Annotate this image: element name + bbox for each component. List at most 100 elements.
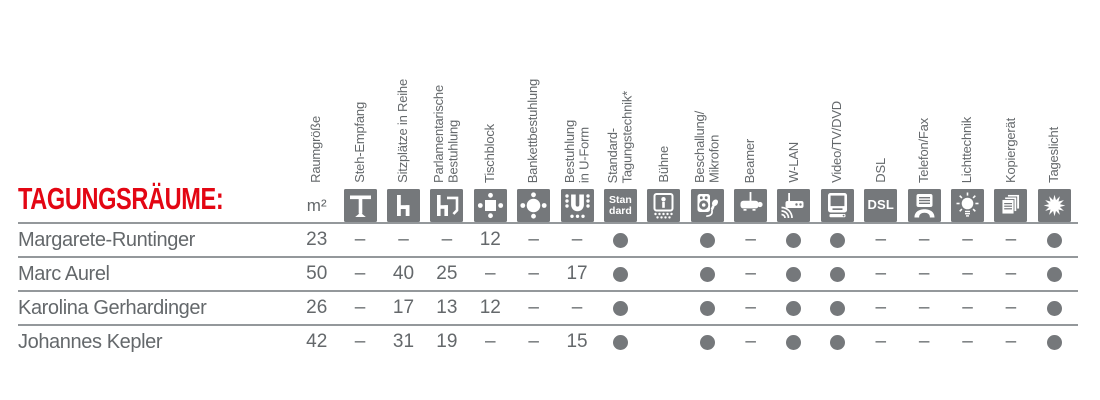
projector-icon bbox=[734, 189, 768, 222]
cell-beschallung bbox=[686, 300, 729, 316]
cell-beamer: – bbox=[745, 297, 756, 318]
cell-u_form: – bbox=[571, 297, 583, 318]
cell-tageslicht bbox=[1033, 232, 1076, 248]
cell-tageslicht bbox=[1033, 334, 1076, 350]
cell-beamer: – bbox=[745, 229, 756, 250]
stage-icon bbox=[647, 189, 681, 222]
round-table-icon bbox=[517, 189, 551, 222]
available-dot-icon bbox=[786, 232, 802, 248]
cell-lichttechnik: – bbox=[962, 297, 973, 318]
cell-wlan bbox=[772, 334, 815, 350]
column-header-tischblock: Tischblock bbox=[469, 124, 512, 222]
cell-u_form: 17 bbox=[566, 263, 588, 284]
column-headers: Raumgröße m² Steh-Empfang Sitzplätze in Rei… bbox=[295, 79, 1076, 222]
room-name: Margarete-Runtinger bbox=[18, 228, 195, 251]
available-dot-icon bbox=[612, 232, 628, 248]
available-dot-icon bbox=[829, 334, 845, 350]
column-label: Standard- Tagungstechnik* bbox=[604, 90, 635, 183]
column-header-telefon_fax: Telefon/Fax bbox=[902, 118, 945, 222]
cell-raumgroesse: 50 bbox=[306, 263, 328, 284]
cell-kopiergeraet: – bbox=[1005, 297, 1017, 318]
column-header-lichttechnik: Lichttechnik bbox=[946, 117, 989, 222]
available-dot-icon bbox=[699, 300, 715, 316]
chair-row-icon bbox=[386, 189, 420, 222]
cell-wlan bbox=[772, 232, 815, 248]
cell-sitzplaetze: – bbox=[398, 229, 409, 250]
cell-video bbox=[816, 300, 859, 316]
available-dot-icon bbox=[829, 232, 845, 248]
column-label: Steh-Empfang bbox=[351, 102, 367, 183]
column-header-video: Video/TV/DVD bbox=[816, 101, 859, 222]
table-rows: Margarete-Runtinger 23 – – – 12 – – – – – – – Marc Au… bbox=[18, 222, 1078, 358]
title-cell: TAGUNGSRÄUME: bbox=[18, 16, 295, 222]
column-header-bankett: Bankettbestuhlung bbox=[512, 79, 555, 222]
cell-tischblock: 12 bbox=[479, 229, 501, 250]
column-header-raumgroesse: Raumgröße m² bbox=[295, 116, 338, 222]
cell-tischblock: – bbox=[484, 263, 496, 284]
cell-u_form: – bbox=[571, 229, 583, 250]
available-dot-icon bbox=[1046, 266, 1062, 282]
cell-telefon_fax: – bbox=[918, 229, 930, 250]
cell-parlamentarisch: – bbox=[441, 229, 453, 250]
cell-video bbox=[816, 266, 859, 282]
cell-bankett: – bbox=[528, 263, 539, 284]
cell-tischblock: 12 bbox=[479, 297, 501, 318]
cell-raumgroesse: 26 bbox=[306, 297, 328, 318]
cell-steh_empfang: – bbox=[354, 229, 366, 250]
speaker-microphone-icon bbox=[690, 189, 724, 222]
column-label: Video/TV/DVD bbox=[829, 101, 845, 183]
cell-wlan bbox=[772, 300, 815, 316]
cell-steh_empfang: – bbox=[354, 331, 366, 352]
cell-telefon_fax: – bbox=[918, 331, 930, 352]
column-header-tageslicht: Tageslicht bbox=[1033, 127, 1076, 222]
cell-raumgroesse: 23 bbox=[306, 229, 328, 250]
chair-with-desk-icon bbox=[430, 189, 464, 222]
available-dot-icon bbox=[1046, 300, 1062, 316]
table-row: Marc Aurel 50 – 40 25 – – 17 – – – – – bbox=[18, 256, 1078, 290]
cell-standard_technik bbox=[599, 232, 642, 248]
standard-badge-icon: Stan dard bbox=[603, 189, 637, 222]
light-bulb-icon bbox=[951, 189, 985, 222]
cell-dsl: – bbox=[875, 331, 887, 352]
cell-telefon_fax: – bbox=[918, 297, 930, 318]
copier-icon bbox=[994, 189, 1028, 222]
cell-beschallung bbox=[686, 266, 729, 282]
header-row: TAGUNGSRÄUME: Raumgröße m² Steh-Empfang Sit… bbox=[18, 16, 1078, 222]
cell-beamer: – bbox=[745, 331, 756, 352]
page-title: TAGUNGSRÄUME: bbox=[18, 181, 224, 216]
room-name: Marc Aurel bbox=[18, 262, 110, 285]
cell-telefon_fax: – bbox=[918, 263, 930, 284]
cell-video bbox=[816, 232, 859, 248]
cell-lichttechnik: – bbox=[962, 229, 973, 250]
cell-parlamentarisch: 13 bbox=[436, 297, 458, 318]
available-dot-icon bbox=[612, 266, 628, 282]
column-header-u_form: Bestuhlung in U-Form bbox=[555, 120, 598, 222]
cell-sitzplaetze: 17 bbox=[392, 297, 415, 318]
column-label: Telefon/Fax bbox=[915, 117, 931, 183]
column-header-kopiergeraet: Kopiergerät bbox=[989, 118, 1032, 222]
column-header-beschallung: Beschallung/ Mikrofon bbox=[686, 111, 729, 222]
column-label: Beamer bbox=[742, 138, 758, 183]
column-label: DSL bbox=[872, 158, 888, 183]
cell-bankett: – bbox=[528, 331, 539, 352]
cell-standard_technik bbox=[599, 266, 642, 282]
column-header-parlamentarisch: Parlamentarische Bestuhlung bbox=[425, 85, 468, 222]
cell-tischblock: – bbox=[484, 331, 496, 352]
available-dot-icon bbox=[699, 232, 715, 248]
table-row: Johannes Kepler 42 – 31 19 – – 15 – – – – – bbox=[18, 324, 1078, 358]
column-label: Lichttechnik bbox=[959, 116, 975, 183]
available-dot-icon bbox=[786, 266, 802, 282]
available-dot-icon bbox=[1046, 232, 1062, 248]
column-label: Tischblock bbox=[482, 124, 497, 183]
table-row: Karolina Gerhardinger 26 – 17 13 12 – – – – – – – bbox=[18, 290, 1078, 324]
cell-parlamentarisch: 19 bbox=[436, 331, 458, 352]
cell-dsl: – bbox=[875, 263, 887, 284]
column-header-steh_empfang: Steh-Empfang bbox=[338, 102, 381, 222]
wifi-router-icon bbox=[777, 189, 811, 222]
column-header-buehne: Bühne bbox=[642, 146, 685, 222]
cell-tageslicht bbox=[1033, 300, 1076, 316]
u-shape-seating-icon bbox=[560, 189, 594, 222]
cell-u_form: 15 bbox=[566, 331, 588, 352]
column-header-standard_technik: Standard- Tagungstechnik* Stan dard bbox=[599, 91, 642, 222]
cell-sitzplaetze: 40 bbox=[392, 263, 415, 284]
